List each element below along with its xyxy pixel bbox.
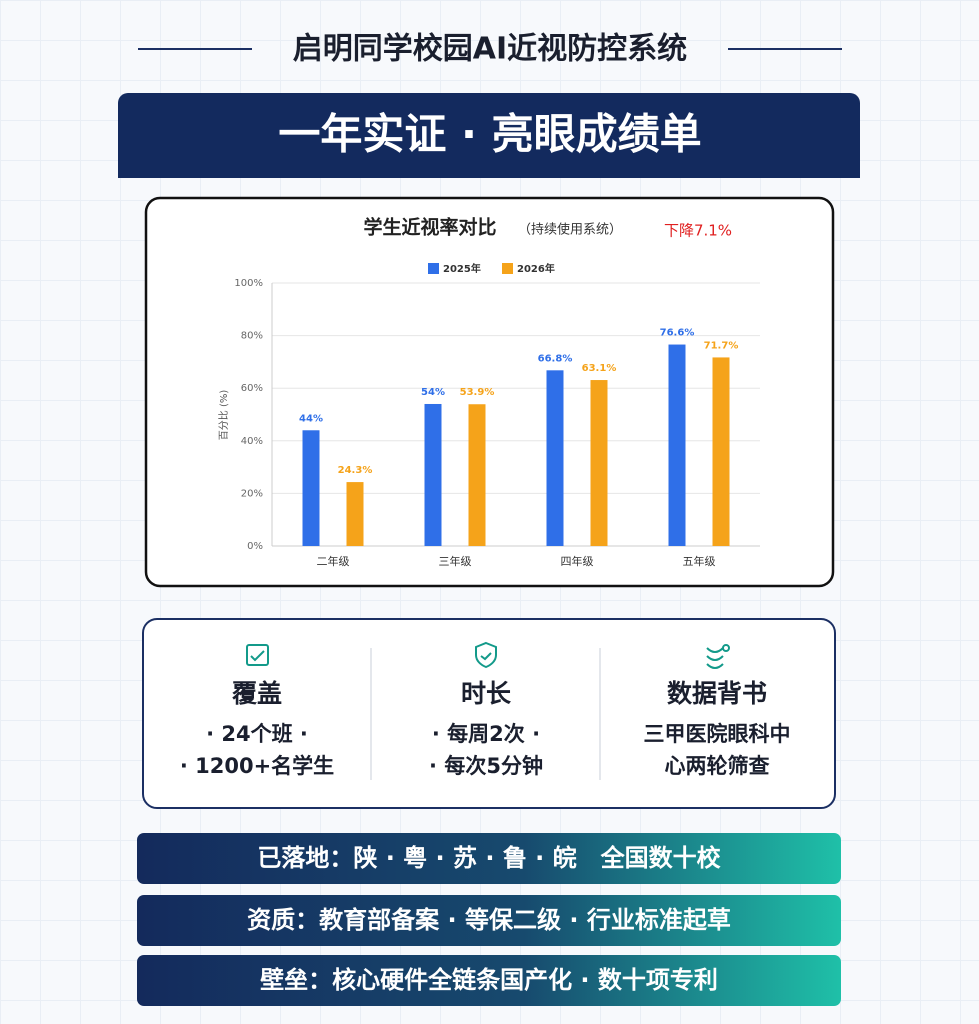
y-tick-label: 0% xyxy=(247,541,263,552)
value-label: 24.3% xyxy=(338,465,373,476)
icon-cover xyxy=(246,644,269,666)
bar xyxy=(302,430,320,546)
legend-label: 2025年 xyxy=(443,262,481,275)
info-strip-text: 壁垒：核心硬件全链条国产化 · 数十项专利 xyxy=(260,966,718,994)
value-label: 63.1% xyxy=(582,363,617,374)
icons xyxy=(246,641,730,669)
icon-cover-check xyxy=(250,650,265,662)
stat-line: · 1200+名学生 xyxy=(180,754,334,778)
page-title: 启明同学校园AI近视防控系统 xyxy=(293,32,687,67)
x-tick-label: 四年级 xyxy=(561,554,594,568)
y-tick-label: 100% xyxy=(234,278,263,289)
banner xyxy=(118,93,860,178)
chart-title: 学生近视率对比 xyxy=(363,216,496,239)
info-strip-text: 资质：教育部备案 · 等保二级 · 行业标准起草 xyxy=(247,906,731,934)
stat-line: · 每周2次 · xyxy=(432,722,540,746)
bar xyxy=(468,404,486,546)
value-label: 44% xyxy=(299,413,323,424)
x-tick-label: 三年级 xyxy=(439,554,472,568)
icon-data xyxy=(706,647,724,669)
y-tick-label: 60% xyxy=(241,383,263,394)
y-tick-label: 40% xyxy=(241,436,263,447)
bar xyxy=(346,482,364,546)
info-strip xyxy=(137,955,841,1006)
chart-annotation: 下降7.1% xyxy=(664,222,732,240)
y-tick-label: 20% xyxy=(241,488,263,499)
chart-subtitle: （持续使用系统） xyxy=(518,222,622,238)
stat-title: 时长 xyxy=(461,679,512,708)
bar xyxy=(712,357,730,546)
value-label: 66.8% xyxy=(538,353,573,364)
info-strip xyxy=(137,895,841,946)
y-axis-label: 百分比 (%) xyxy=(218,390,230,441)
stats-card xyxy=(142,618,836,809)
stat-line: 三甲医院眼科中 xyxy=(644,722,791,746)
stat-line: · 每次5分钟 xyxy=(429,754,543,778)
legend-swatch xyxy=(428,263,439,274)
info-strip-text: 已落地：陕 · 粤 · 苏 · 鲁 · 皖 全国数十校 xyxy=(257,844,721,872)
banner-text: 一年实证 · 亮眼成绩单 xyxy=(278,110,701,159)
x-tick-label: 五年级 xyxy=(683,554,716,568)
icon-shield-check xyxy=(480,652,492,661)
bar xyxy=(668,344,686,546)
icon-data-dot xyxy=(722,644,730,652)
legend-swatch xyxy=(502,263,513,274)
y-tick-label: 80% xyxy=(241,331,263,342)
icon-shield xyxy=(475,641,497,669)
legend-label: 2026年 xyxy=(517,262,555,275)
stat-line: 心两轮筛查 xyxy=(665,754,770,778)
value-label: 54% xyxy=(421,387,445,398)
stat-title: 数据背书 xyxy=(667,679,767,708)
x-tick-label: 二年级 xyxy=(317,554,350,568)
bar xyxy=(590,380,608,546)
value-label: 53.9% xyxy=(460,387,495,398)
value-label: 76.6% xyxy=(660,328,695,339)
stat-title: 覆盖 xyxy=(231,679,282,708)
stat-line: · 24个班 · xyxy=(206,722,308,746)
value-label: 71.7% xyxy=(704,340,739,351)
info-strip xyxy=(137,833,841,884)
bar xyxy=(424,403,442,546)
bar xyxy=(546,370,564,546)
